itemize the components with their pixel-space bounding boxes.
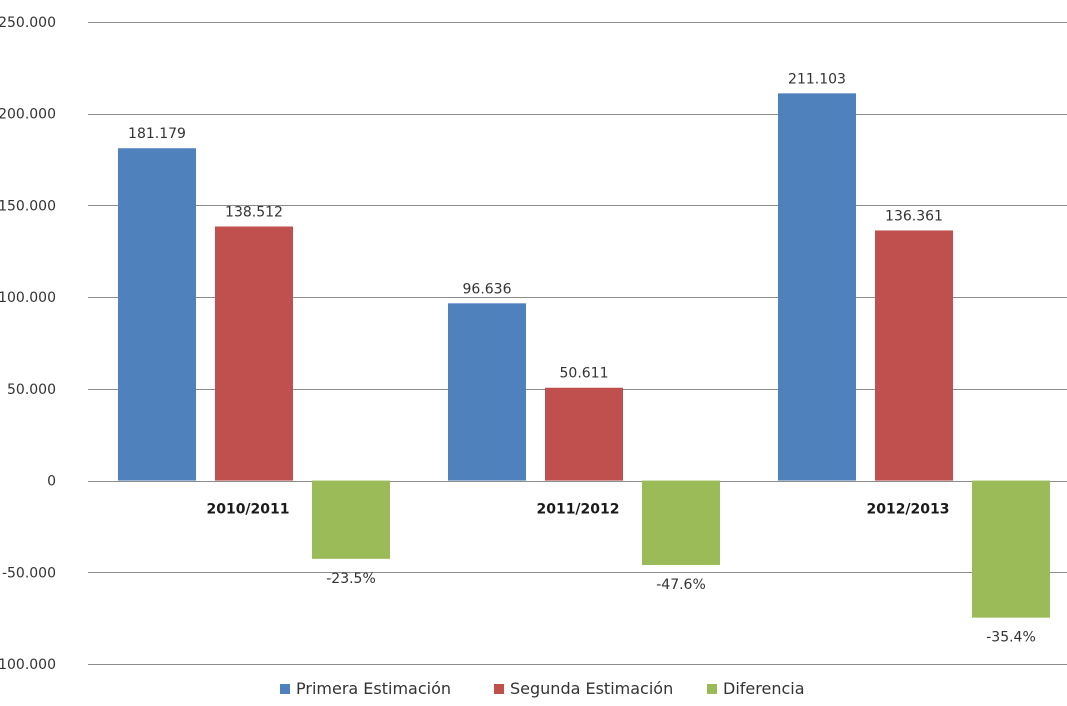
y-tick-label: 150.000 xyxy=(0,198,56,214)
y-tick-label: 200.000 xyxy=(0,107,56,123)
data-label: -35.4% xyxy=(986,630,1036,646)
y-tick-label: -50.000 xyxy=(2,565,56,581)
data-label: 211.103 xyxy=(788,71,846,87)
y-tick-label: 100.000 xyxy=(0,290,56,306)
legend-item: Diferencia xyxy=(707,679,805,698)
legend-label: Segunda Estimación xyxy=(510,679,673,698)
data-label: 96.636 xyxy=(463,281,512,297)
legend-swatch xyxy=(707,684,717,694)
y-axis-tick-labels: 250.000 200.000 150.000 100.000 50.000 0 -50.0… xyxy=(0,15,56,673)
bar xyxy=(118,148,196,481)
category-label: 2012/2013 xyxy=(866,502,949,518)
legend-swatch xyxy=(280,684,290,694)
category-label: 2011/2012 xyxy=(536,502,619,518)
category-labels: 2010/2011 2011/2012 2012/2013 xyxy=(206,502,949,518)
bar xyxy=(778,93,856,481)
y-tick-label: 250.000 xyxy=(0,15,56,31)
y-tick-label: 50.000 xyxy=(7,382,56,398)
bar xyxy=(972,480,1050,618)
legend-item: Primera Estimación xyxy=(280,679,451,698)
bar xyxy=(448,303,526,481)
data-label: -47.6% xyxy=(656,577,706,593)
bar xyxy=(642,480,720,565)
data-label: 136.361 xyxy=(885,208,943,224)
category-label: 2010/2011 xyxy=(206,502,289,518)
data-label: 50.611 xyxy=(560,366,609,382)
y-tick-label: 0 xyxy=(47,474,56,490)
legend-label: Diferencia xyxy=(723,679,805,698)
bar xyxy=(312,480,390,559)
bar xyxy=(215,226,293,481)
data-labels: 181.179 96.636 211.103 138.512 50.611 136.361… xyxy=(128,71,1036,645)
legend-label: Primera Estimación xyxy=(296,679,451,698)
bars xyxy=(118,93,1050,618)
legend-swatch xyxy=(494,684,504,694)
bar xyxy=(545,387,623,481)
data-label: -23.5% xyxy=(326,571,376,587)
y-tick-label: -100.000 xyxy=(0,657,56,673)
legend: Primera Estimación Segunda Estimación Dife… xyxy=(280,679,805,698)
legend-item: Segunda Estimación xyxy=(494,679,673,698)
data-label: 181.179 xyxy=(128,126,186,142)
bar xyxy=(875,230,953,481)
data-label: 138.512 xyxy=(225,205,283,221)
